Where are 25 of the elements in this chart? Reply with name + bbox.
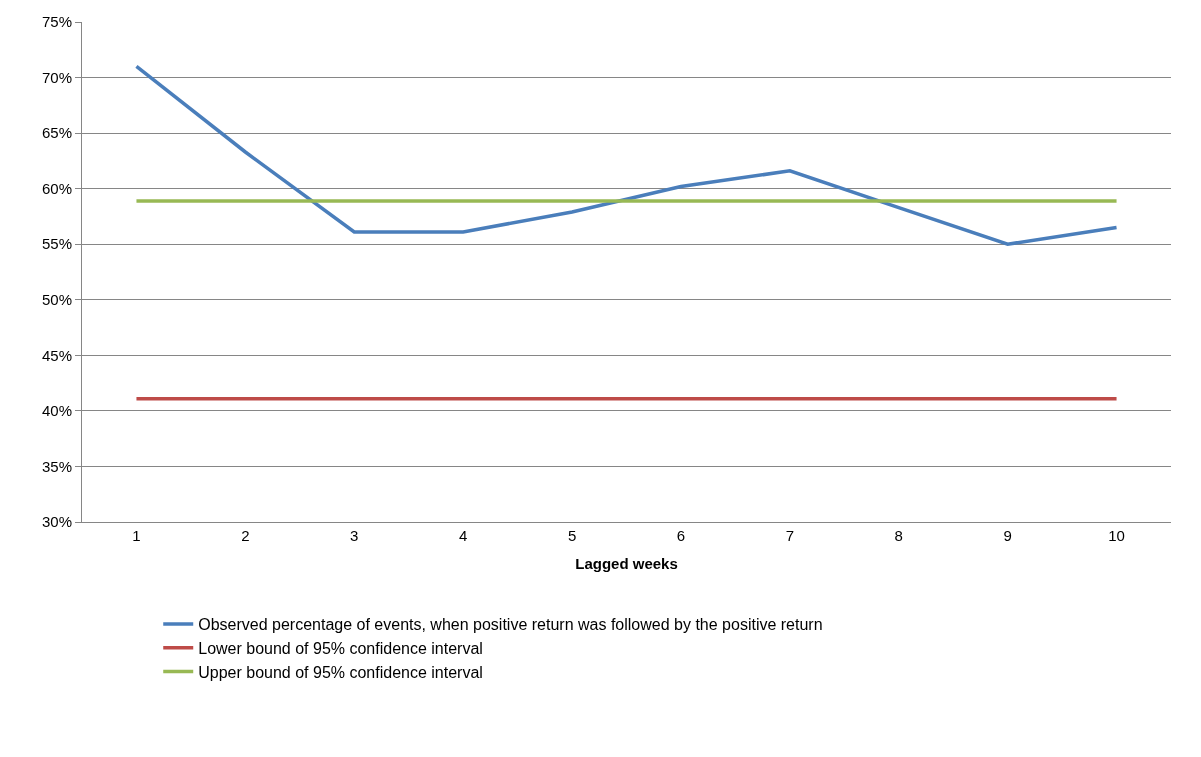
x-tick-label: 2 <box>241 527 250 544</box>
x-tick-label: 1 <box>132 527 141 544</box>
x-tick-label: 5 <box>567 527 577 544</box>
y-tick-label: 65% <box>41 124 72 142</box>
y-tick-label: 75% <box>41 13 72 31</box>
y-tick-label: 35% <box>41 457 72 475</box>
y-tick-label: 70% <box>41 68 72 86</box>
y-tick-label: 60% <box>41 179 72 197</box>
x-tick-label: 7 <box>785 527 795 544</box>
x-tick-label: 9 <box>1003 527 1012 544</box>
x-tick-label: 3 <box>350 527 359 544</box>
legend-label: Upper bound of 95% confidence interval <box>198 663 483 681</box>
line-series <box>134 64 1119 246</box>
y-tick-label: 45% <box>41 346 72 364</box>
x-tick-label: 10 <box>1108 527 1125 544</box>
x-tick-label: 8 <box>894 527 903 544</box>
legend-label: Observed percentage of events, when positive return was followed by the positive return <box>198 616 823 634</box>
y-tick-label: 50% <box>41 291 72 309</box>
x-tick-label: 4 <box>458 527 468 544</box>
y-tick-label: 40% <box>41 402 72 420</box>
y-tick-label: 55% <box>41 235 72 253</box>
y-tick-label: 30% <box>41 513 72 531</box>
legend-label: Lower bound of 95% confidence interval <box>198 639 483 657</box>
x-tick-label: 6 <box>676 527 686 544</box>
x-axis-title: Lagged weeks <box>575 555 678 572</box>
